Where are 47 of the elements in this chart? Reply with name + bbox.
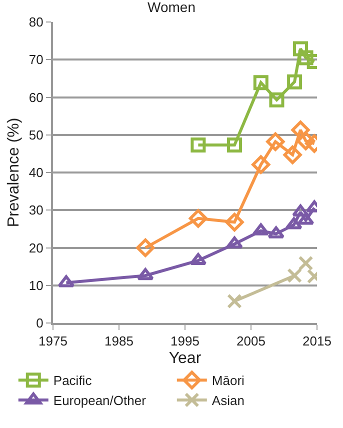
point	[293, 41, 308, 56]
point	[190, 138, 206, 153]
point	[298, 50, 314, 66]
y-tick-label: 70	[28, 52, 44, 68]
x-tick-label: 1985	[104, 334, 134, 349]
y-axis-title: Prevalence (%)	[5, 118, 22, 228]
point	[298, 256, 314, 271]
point	[252, 223, 270, 236]
legend-label: Māori	[212, 373, 245, 388]
point	[287, 268, 302, 284]
point	[269, 92, 284, 108]
y-tick-label: 10	[28, 278, 44, 293]
x-tick-label: 1995	[170, 334, 200, 349]
point	[190, 253, 207, 266]
point	[287, 74, 302, 90]
y-tick-label: 40	[28, 165, 44, 180]
y-tick-label: 20	[28, 240, 44, 256]
point	[227, 138, 242, 153]
point	[266, 132, 285, 151]
point	[136, 268, 154, 280]
point	[225, 212, 244, 232]
x-axis-title: Year	[168, 350, 202, 367]
point	[227, 294, 242, 309]
point	[285, 217, 302, 230]
chart-title: Women	[148, 0, 196, 15]
point	[226, 236, 243, 248]
legend-label: Asian	[212, 393, 244, 408]
y-tick-label: 60	[28, 90, 44, 105]
x-tick-label: 1975	[38, 334, 68, 349]
y-tick-label: 0	[36, 316, 44, 331]
y-tick-label: 80	[28, 14, 44, 30]
point	[136, 238, 155, 258]
point	[283, 146, 302, 164]
legend-label: Pacific	[53, 373, 92, 388]
point	[292, 204, 309, 217]
legend-label: European/Other	[53, 393, 147, 408]
point	[296, 132, 316, 150]
point	[291, 120, 310, 140]
point	[58, 275, 75, 288]
point	[268, 226, 285, 238]
x-tick-label: 2005	[236, 334, 266, 349]
point	[252, 155, 270, 174]
point	[253, 75, 268, 90]
y-tick-label: 50	[28, 127, 44, 142]
y-tick-label: 30	[28, 202, 44, 218]
x-tick-label: 2015	[302, 334, 332, 349]
point	[188, 209, 208, 228]
